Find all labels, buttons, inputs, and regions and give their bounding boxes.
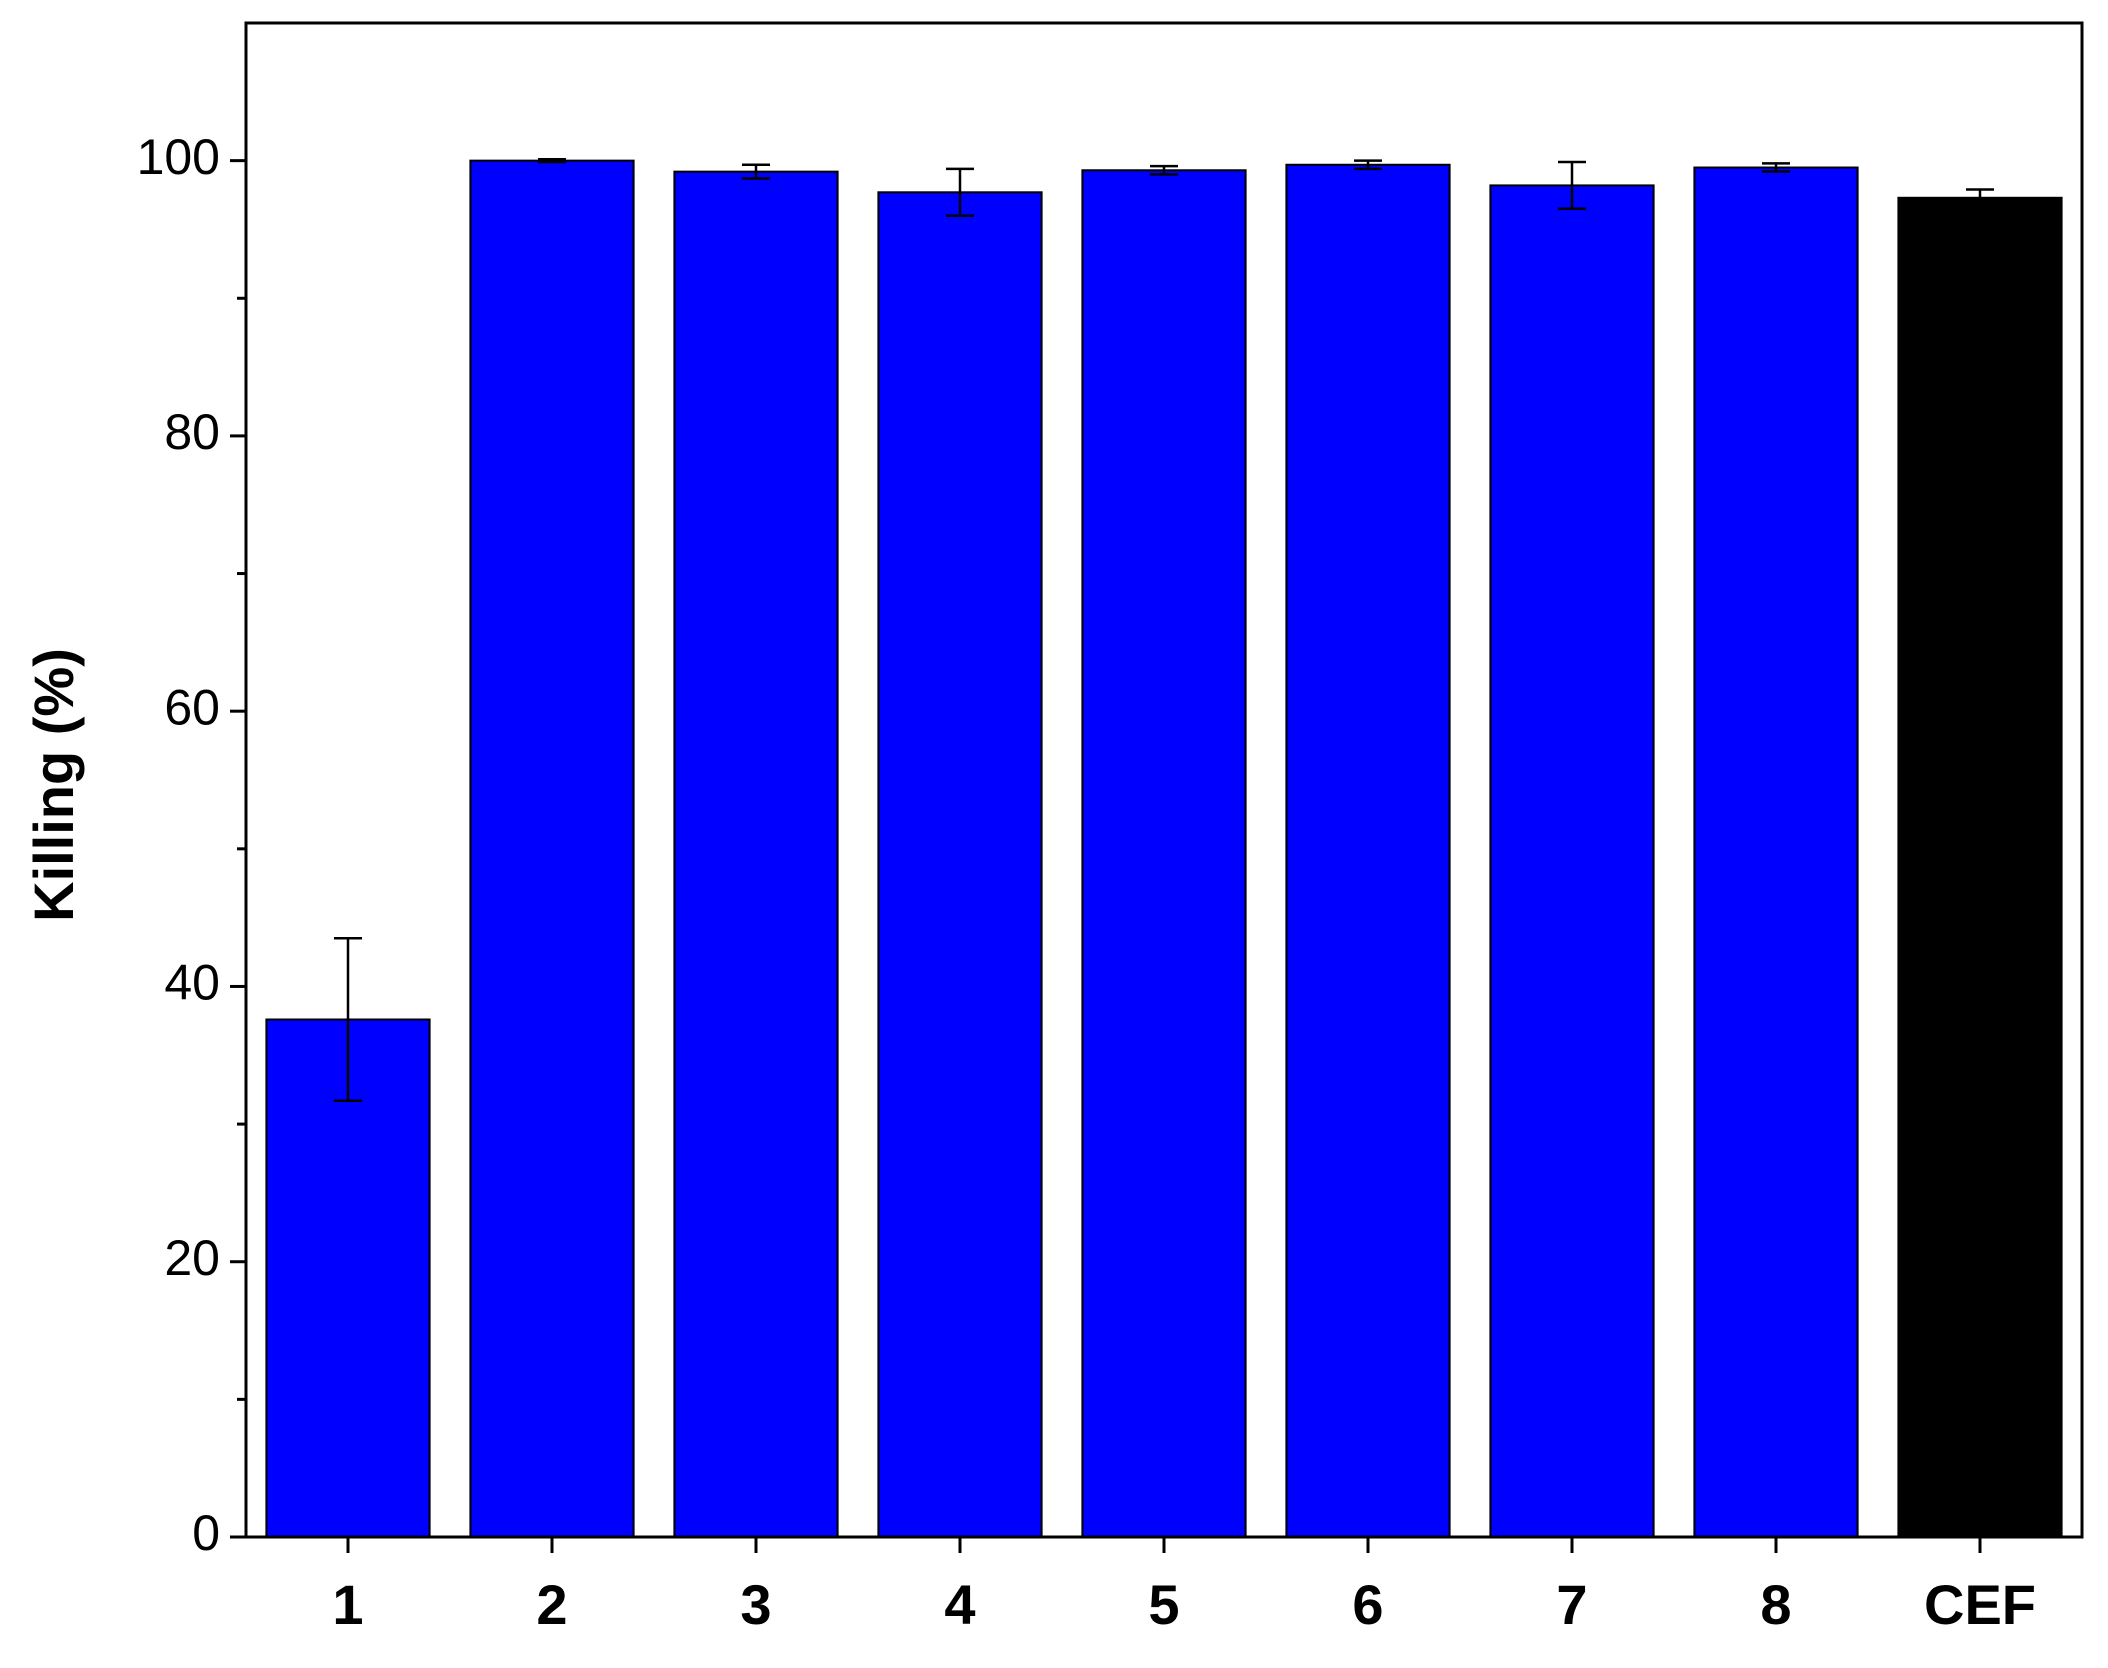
x-tick-label: CEF <box>1924 1573 2036 1636</box>
y-axis-label: Killing (%) <box>22 648 85 922</box>
x-tick-label: 4 <box>944 1573 975 1636</box>
y-tick-label: 80 <box>164 404 220 460</box>
bar <box>469 159 635 1539</box>
x-tick-label: 7 <box>1556 1573 1587 1636</box>
bar <box>1693 166 1859 1538</box>
y-tick-label: 0 <box>192 1505 220 1561</box>
y-tick-label: 100 <box>137 129 220 185</box>
y-tick-label: 40 <box>164 955 220 1011</box>
x-tick-label: 2 <box>536 1573 567 1636</box>
y-tick-label: 20 <box>164 1230 220 1286</box>
bar <box>877 191 1043 1538</box>
bar <box>673 170 839 1539</box>
x-tick-label: 5 <box>1148 1573 1179 1636</box>
x-tick-label: 6 <box>1352 1573 1383 1636</box>
bar <box>1285 163 1451 1538</box>
bar <box>1897 196 2063 1538</box>
x-tick-label: 3 <box>740 1573 771 1636</box>
x-tick-label: 8 <box>1760 1573 1791 1636</box>
bar <box>265 1018 431 1538</box>
x-tick-label: 1 <box>332 1573 363 1636</box>
bar <box>1081 169 1247 1539</box>
plot-frame <box>244 21 2084 1539</box>
y-tick-label: 60 <box>164 679 220 735</box>
bar <box>1489 184 1655 1539</box>
